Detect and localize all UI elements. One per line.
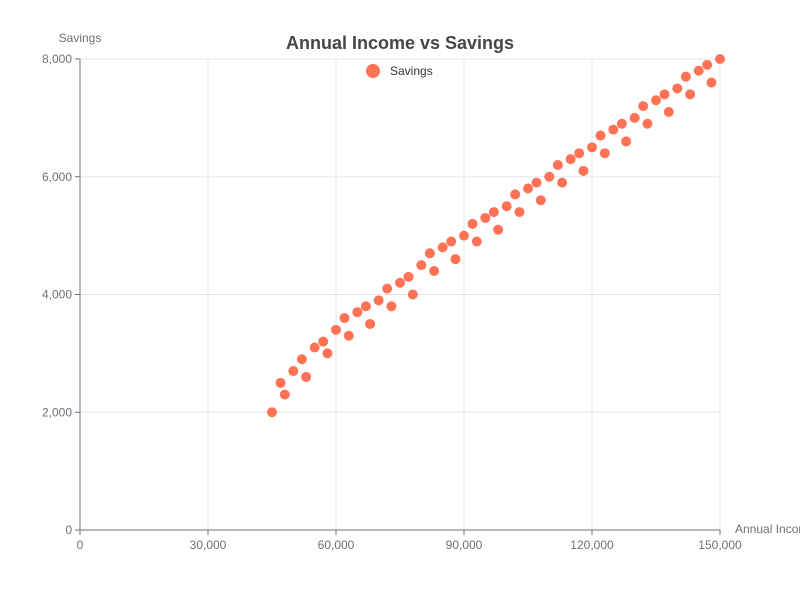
- data-point: [557, 177, 568, 188]
- ticks: 0 2,000 4,000 6,000 8,000 0 30,000 60,000 90,000…: [42, 52, 742, 552]
- data-point: [373, 295, 384, 306]
- data-point: [360, 301, 371, 312]
- data-point: [279, 389, 290, 400]
- data-point: [523, 183, 533, 194]
- data-point: [535, 195, 546, 206]
- data-point: [595, 130, 606, 141]
- x-tick-label: 90,000: [446, 538, 483, 552]
- data-point: [331, 324, 341, 335]
- data-point: [663, 106, 674, 117]
- data-point: [510, 189, 521, 200]
- y-tick-label: 0: [65, 523, 72, 537]
- data-point: [416, 260, 427, 271]
- data-point: [706, 77, 717, 88]
- data-point: [450, 254, 461, 265]
- data-point: [339, 313, 350, 324]
- y-tick-label: 8,000: [42, 52, 72, 66]
- y-tick-label: 6,000: [42, 170, 72, 184]
- data-point: [693, 65, 704, 76]
- data-point: [638, 101, 649, 112]
- data-point: [296, 354, 307, 365]
- data-point: [544, 171, 555, 182]
- data-point: [629, 112, 640, 123]
- legend-label-savings: Savings: [390, 64, 433, 78]
- data-point: [608, 124, 619, 135]
- data-point: [343, 330, 354, 341]
- data-point: [552, 159, 563, 170]
- data-point: [651, 95, 661, 106]
- data-point: [386, 301, 397, 312]
- data-point: [680, 71, 691, 82]
- data-point: [424, 248, 435, 259]
- data-point: [514, 207, 525, 218]
- data-point: [446, 236, 457, 247]
- data-point: [616, 118, 627, 129]
- y-tick-label: 2,000: [42, 405, 72, 419]
- data-point: [480, 212, 491, 223]
- y-tick-label: 4,000: [42, 288, 72, 302]
- data-point: [437, 242, 448, 253]
- data-point: [288, 366, 299, 377]
- data-point: [702, 59, 713, 70]
- y-axis-title: Savings: [59, 31, 102, 45]
- data-point: [429, 265, 440, 276]
- data-point: [621, 136, 632, 147]
- data-point: [352, 307, 363, 318]
- data-point: [659, 89, 670, 100]
- data-point: [322, 348, 333, 359]
- data-point: [672, 83, 683, 94]
- chart-title: Annual Income vs Savings: [286, 33, 514, 53]
- x-axis-title: Annual Income: [735, 522, 800, 536]
- data-point: [309, 342, 320, 353]
- data-point: [715, 54, 725, 64]
- data-point: [501, 201, 512, 212]
- data-point: [382, 283, 393, 294]
- data-point: [267, 407, 277, 418]
- legend[interactable]: Savings: [366, 64, 433, 78]
- data-point: [488, 207, 499, 218]
- x-tick-label: 0: [77, 538, 84, 552]
- data-points: [267, 54, 725, 418]
- x-tick-label: 150,000: [698, 538, 742, 552]
- data-point: [685, 89, 696, 100]
- x-tick-label: 120,000: [570, 538, 614, 552]
- data-point: [578, 165, 589, 176]
- data-point: [642, 118, 653, 129]
- data-point: [531, 177, 542, 188]
- data-point: [587, 142, 597, 153]
- grid: [80, 58, 721, 530]
- data-point: [365, 318, 376, 329]
- data-point: [467, 218, 478, 229]
- data-point: [407, 289, 418, 300]
- data-point: [275, 377, 286, 388]
- x-tick-label: 30,000: [190, 538, 227, 552]
- data-point: [301, 371, 312, 382]
- data-point: [599, 148, 610, 159]
- data-point: [395, 277, 405, 288]
- data-point: [574, 148, 585, 159]
- data-point: [493, 224, 504, 235]
- data-point: [565, 154, 576, 165]
- data-point: [471, 236, 482, 247]
- data-point: [459, 230, 469, 241]
- data-point: [403, 271, 414, 282]
- legend-marker-savings: [366, 64, 380, 78]
- data-point: [318, 336, 329, 347]
- x-tick-label: 60,000: [318, 538, 355, 552]
